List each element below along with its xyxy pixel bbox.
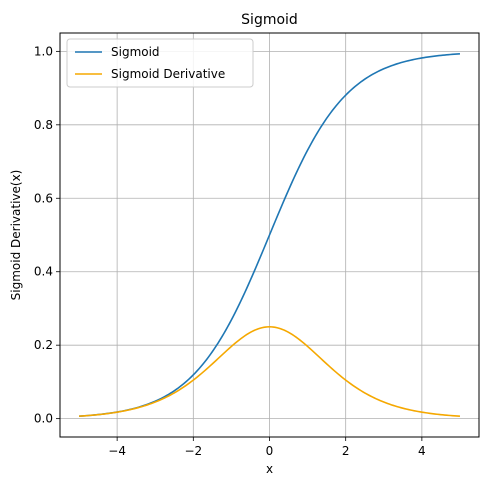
y-tick-label: 0.2 — [34, 338, 53, 352]
x-tick-label: 2 — [342, 444, 350, 458]
x-tick-label: 0 — [266, 444, 274, 458]
y-tick-label: 1.0 — [34, 44, 53, 58]
chart-title: Sigmoid — [241, 12, 298, 28]
axis-ticks: −4 −2 0 2 4 0.0 0.2 0.4 0.6 0.8 1.0 — [34, 44, 426, 458]
legend: Sigmoid Sigmoid Derivative — [66, 38, 254, 88]
y-tick-label: 0.8 — [34, 118, 53, 132]
series-line-sigmoid-derivative — [78, 326, 461, 417]
x-tick-label: −2 — [184, 444, 202, 458]
y-tick-label: 0.0 — [34, 412, 53, 426]
legend-label-sigmoid-derivative: Sigmoid Derivative — [111, 67, 225, 81]
x-axis-label: x — [266, 462, 273, 476]
legend-box — [66, 38, 254, 88]
y-tick-label: 0.6 — [34, 191, 53, 205]
x-tick-label: −4 — [108, 444, 126, 458]
x-tick-label: 4 — [418, 444, 426, 458]
legend-label-sigmoid: Sigmoid — [111, 45, 160, 59]
y-axis-label: Sigmoid Derivative(x) — [9, 170, 23, 301]
y-tick-label: 0.4 — [34, 265, 53, 279]
series-lines — [78, 53, 461, 417]
